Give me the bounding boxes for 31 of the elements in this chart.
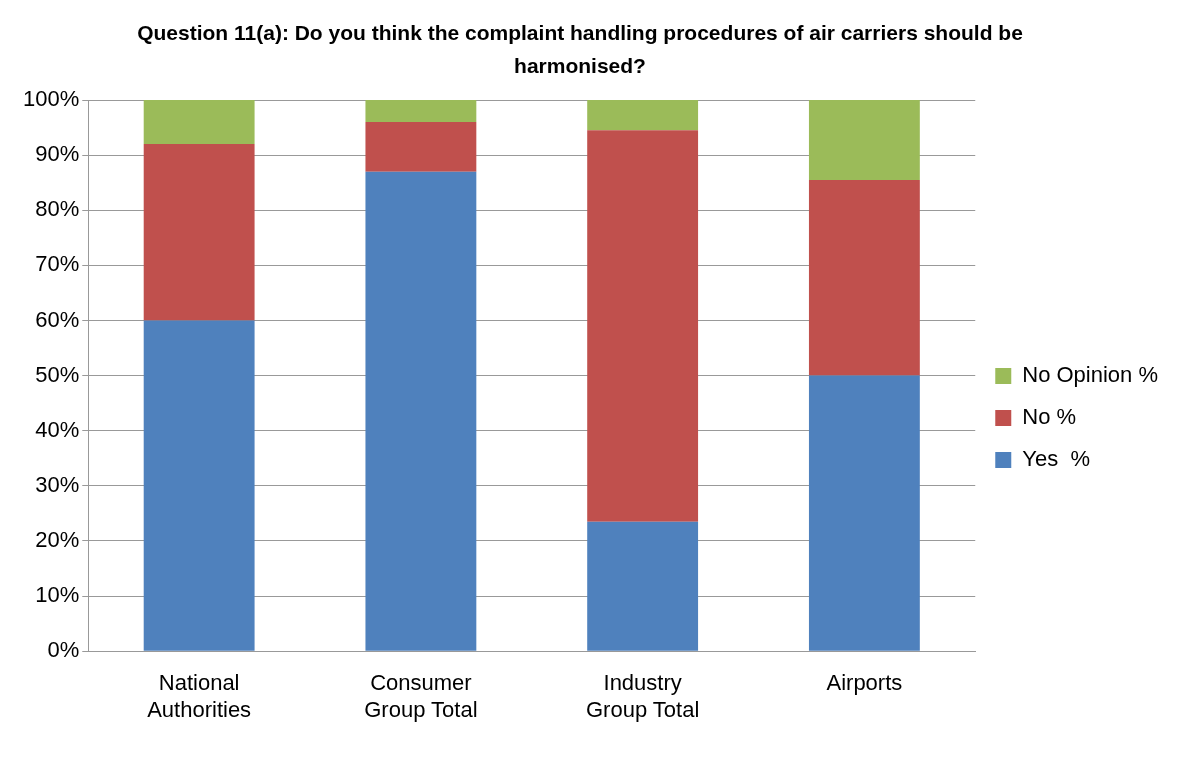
x-tick-label: Airports xyxy=(826,670,903,696)
x-tick-label: Industry Group Total xyxy=(585,670,700,722)
y-tick-label: 30% xyxy=(35,471,80,497)
y-tick-label: 60% xyxy=(35,306,80,332)
bar xyxy=(143,144,255,321)
x-tick-label: National Authorities xyxy=(147,670,252,722)
y-tick-label: 20% xyxy=(35,527,80,553)
legend-label: No % xyxy=(1022,404,1077,430)
y-tick-label: 90% xyxy=(35,141,80,167)
bar xyxy=(143,100,255,145)
chart-title: Question 11(a): Do you think the complaint handling procedures of air carriers should be harmonised? xyxy=(136,20,1024,79)
bar xyxy=(365,100,477,123)
legend-label: Yes % xyxy=(1022,446,1090,472)
bar xyxy=(808,100,920,180)
bar xyxy=(587,100,699,131)
bar xyxy=(143,320,255,651)
bar xyxy=(808,375,920,651)
bar xyxy=(365,171,477,651)
x-tick-label: Consumer Group Total xyxy=(364,670,478,722)
legend-label: No Opinion % xyxy=(1022,362,1159,388)
y-tick-label: 80% xyxy=(35,196,80,222)
y-tick-label: 40% xyxy=(35,416,80,442)
y-tick-label: 10% xyxy=(35,582,80,608)
y-tick-label: 0% xyxy=(47,637,80,663)
bar xyxy=(365,122,477,172)
y-tick-label: 50% xyxy=(35,361,80,387)
bar xyxy=(587,521,699,651)
bar xyxy=(808,179,920,376)
bar xyxy=(587,130,699,522)
y-tick-label: 70% xyxy=(35,251,80,277)
y-tick-label: 100% xyxy=(22,86,80,112)
